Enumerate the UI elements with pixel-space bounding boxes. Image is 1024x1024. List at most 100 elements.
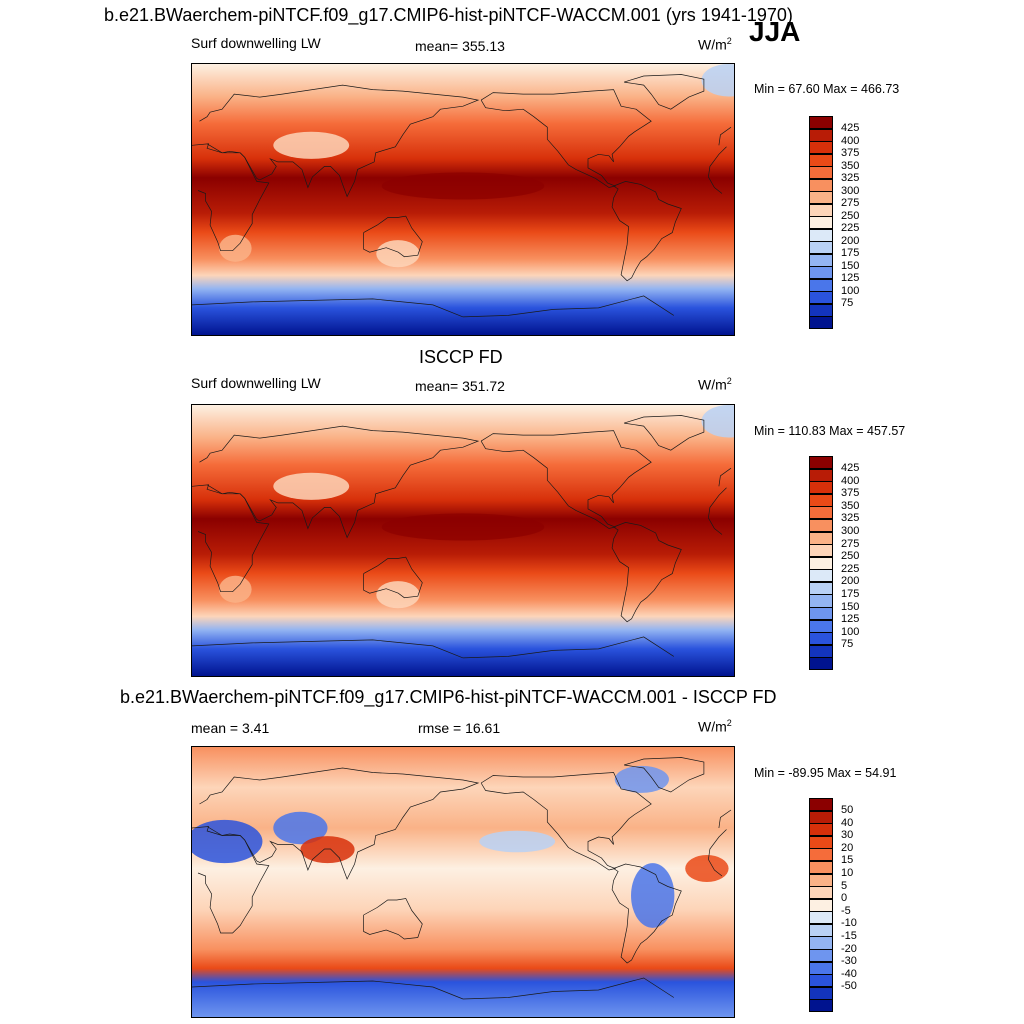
panel3-colorbar-tick-label: -5 xyxy=(841,904,851,917)
figure-title: b.e21.BWaerchem-piNTCF.f09_g17.CMIP6-his… xyxy=(104,5,793,25)
panel1-colorbar-tick-label: 125 xyxy=(841,272,860,285)
panel3-colorbar-swatch xyxy=(809,848,833,862)
coastline xyxy=(480,772,652,871)
panel2-colorbar-tick-label: 200 xyxy=(841,575,860,588)
coastline xyxy=(197,143,727,252)
panel2-colorbar-swatch xyxy=(809,594,833,608)
panel3-colorbar-swatch xyxy=(809,810,833,824)
panel1-colorbar-tick-label: 275 xyxy=(841,197,860,210)
field-anomaly xyxy=(273,131,350,159)
panel2-colorbar-tick-label: 125 xyxy=(841,613,860,626)
panel1-colorbar-swatch xyxy=(809,116,833,130)
coastline xyxy=(623,415,705,451)
panel2-colorbar-swatch xyxy=(809,468,833,482)
panel1-colorbar-swatch xyxy=(809,128,833,142)
coastline xyxy=(480,89,652,188)
panel2-colorbar-tick-label: 375 xyxy=(841,487,860,500)
coastline xyxy=(192,84,732,198)
coastline xyxy=(623,757,705,793)
panel3-colorbar-swatch xyxy=(809,986,833,1000)
panel3-colorbar-tick-label: -15 xyxy=(841,929,857,942)
panel2-colorbar-swatch xyxy=(809,632,833,646)
coastline xyxy=(611,181,682,282)
panel3-colorbar-tick-label: 5 xyxy=(841,879,848,892)
panel2-colorbar-swatch xyxy=(809,644,833,658)
panel2-colorbar-tick-label: 225 xyxy=(841,562,860,575)
field-anomaly xyxy=(376,240,420,268)
panel3-colorbar-tick-label: 30 xyxy=(841,829,854,842)
coastline xyxy=(480,430,652,529)
panel3-minmax: Min = -89.95 Max = 54.91 xyxy=(754,766,897,780)
panel1-colorbar-tick-label: 200 xyxy=(841,234,860,247)
panel1-units: W/m2 xyxy=(698,36,732,53)
field-anomaly xyxy=(479,830,556,853)
panel2-mean: mean= 351.72 xyxy=(415,378,505,394)
panel2-colorbar-swatch xyxy=(809,569,833,583)
field-anomaly xyxy=(631,863,675,928)
coastline xyxy=(197,484,727,593)
panel1-colorbar-swatch xyxy=(809,291,833,305)
panel2-map xyxy=(191,404,735,677)
panel1-colorbar-tick-label: 300 xyxy=(841,184,860,197)
panel2-colorbar-swatch xyxy=(809,481,833,495)
panel2-colorbar-swatch xyxy=(809,531,833,545)
panel2-colorbar-swatch xyxy=(809,456,833,470)
coastline xyxy=(192,295,674,318)
panel3-colorbar-tick-label: -10 xyxy=(841,917,857,930)
panel3-colorbar-swatch xyxy=(809,860,833,875)
panel1-colorbar-swatch xyxy=(809,241,833,255)
field-anomaly xyxy=(685,855,729,882)
panel1-colorbar-tick-label: 150 xyxy=(841,259,860,272)
coastline xyxy=(192,977,674,1000)
panel2-units: W/m2 xyxy=(698,376,732,393)
panel2-colorbar-swatch xyxy=(809,607,833,621)
panel3-title: b.e21.BWaerchem-piNTCF.f09_g17.CMIP6-his… xyxy=(120,687,777,707)
field-anomaly xyxy=(273,811,328,845)
panel3-colorbar-swatch xyxy=(809,923,833,937)
panel2-colorbar: 425 400 375 350 325 300 275 250 225 200 175 150 125 1… xyxy=(809,456,889,671)
panel3-colorbar-swatch xyxy=(809,961,833,975)
panel1-variable: Surf downwelling LW xyxy=(191,35,321,51)
panel2-colorbar-swatch xyxy=(809,619,833,633)
panel1-colorbar-swatch xyxy=(809,278,833,292)
panel1-colorbar-tick-label: 100 xyxy=(841,284,860,297)
panel1-colorbar-tick-label: 250 xyxy=(841,209,860,222)
panel1-mean: mean= 355.13 xyxy=(415,38,505,54)
panel1-colorbar-tick-label: 375 xyxy=(841,147,860,160)
field-anomaly xyxy=(376,581,420,609)
field-anomaly xyxy=(381,172,545,200)
panel3-mean: mean = 3.41 xyxy=(191,720,270,736)
season-label: JJA xyxy=(749,16,801,47)
coastline xyxy=(192,636,674,659)
panel3-colorbar-swatch xyxy=(809,798,833,812)
coastline xyxy=(192,425,732,539)
coastline xyxy=(192,767,732,880)
panel2-colorbar-tick-label: 350 xyxy=(841,499,860,512)
panel1-colorbar-tick-label: 225 xyxy=(841,222,860,235)
field-anomaly xyxy=(381,513,545,541)
panel3-colorbar-swatch xyxy=(809,873,833,887)
panel3-colorbar-swatch xyxy=(809,835,833,849)
panel3-colorbar-tick-label: -20 xyxy=(841,942,857,955)
panel2-colorbar-swatch xyxy=(809,581,833,595)
panel3-colorbar-swatch xyxy=(809,898,833,912)
panel1-colorbar-swatch xyxy=(809,203,833,217)
panel3-colorbar-tick-label: 10 xyxy=(841,867,854,880)
field-background xyxy=(192,405,734,676)
panel1-colorbar-tick-label: 75 xyxy=(841,297,854,310)
panel2-colorbar-swatch xyxy=(809,506,833,520)
field-anomaly xyxy=(192,819,263,864)
panel1-colorbar-swatch xyxy=(809,228,833,242)
panel1-colorbar-swatch xyxy=(809,166,833,180)
coastline xyxy=(197,826,727,934)
panel2-colorbar-swatch xyxy=(809,544,833,558)
panel3-units: W/m2 xyxy=(698,718,732,735)
panel3-rmse: rmse = 16.61 xyxy=(418,720,501,736)
panel3-colorbar-swatch xyxy=(809,999,833,1013)
panel3-map xyxy=(191,746,735,1018)
panel2-variable: Surf downwelling LW xyxy=(191,375,321,391)
panel1-minmax: Min = 67.60 Max = 466.73 xyxy=(754,82,900,96)
panel2-colorbar-tick-label: 250 xyxy=(841,550,860,563)
coastline xyxy=(363,215,423,258)
panel3-colorbar-tick-label: -30 xyxy=(841,955,857,968)
